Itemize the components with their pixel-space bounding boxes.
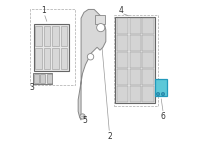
Bar: [61, 26, 67, 46]
Circle shape: [97, 24, 105, 32]
Bar: [117, 35, 128, 51]
Bar: [155, 79, 167, 96]
Bar: [52, 48, 59, 69]
Text: 4: 4: [119, 6, 124, 15]
Text: 2: 2: [107, 132, 112, 141]
Bar: [44, 48, 50, 69]
Bar: [117, 86, 128, 102]
Bar: [130, 86, 141, 102]
Bar: [33, 73, 52, 84]
Text: 6: 6: [161, 112, 166, 121]
Bar: [117, 52, 128, 68]
Bar: [44, 26, 50, 46]
Text: 5: 5: [82, 116, 87, 125]
Bar: [117, 18, 128, 34]
Bar: [114, 15, 158, 106]
Bar: [142, 18, 154, 34]
Bar: [34, 74, 39, 83]
Bar: [117, 69, 128, 85]
Circle shape: [161, 92, 165, 96]
Circle shape: [80, 114, 85, 119]
Bar: [47, 74, 52, 83]
Bar: [130, 35, 141, 51]
Bar: [130, 52, 141, 68]
Bar: [34, 24, 69, 71]
Bar: [95, 15, 105, 24]
Polygon shape: [78, 9, 106, 120]
Bar: [130, 18, 141, 34]
Bar: [30, 9, 75, 85]
Bar: [35, 48, 42, 69]
Bar: [142, 86, 154, 102]
Bar: [142, 52, 154, 68]
Text: 1: 1: [42, 6, 46, 15]
Bar: [52, 26, 59, 46]
Circle shape: [87, 54, 94, 60]
Bar: [61, 48, 67, 69]
Bar: [115, 17, 155, 103]
Bar: [130, 69, 141, 85]
Circle shape: [156, 92, 160, 96]
Bar: [142, 35, 154, 51]
Text: 3: 3: [30, 83, 35, 92]
Bar: [40, 74, 45, 83]
Bar: [142, 69, 154, 85]
Bar: [35, 26, 42, 46]
